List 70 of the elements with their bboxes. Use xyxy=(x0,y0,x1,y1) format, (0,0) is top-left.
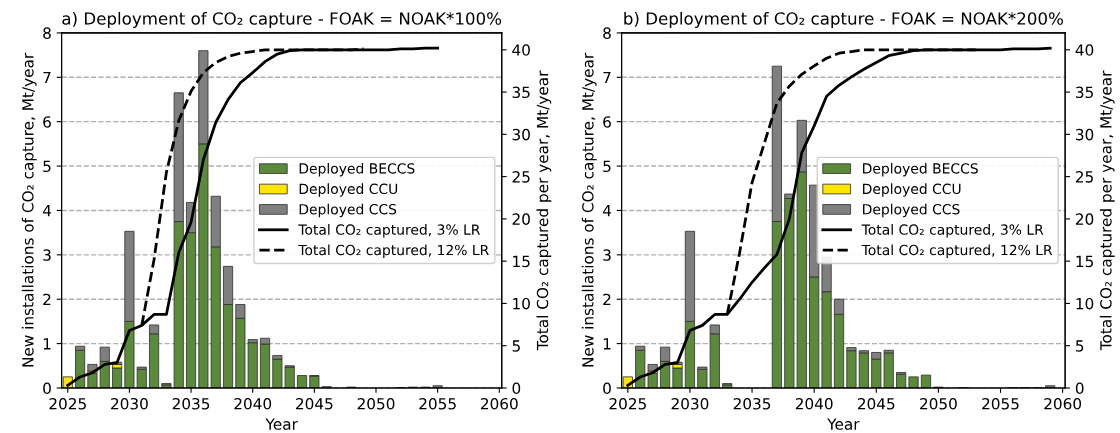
x-axis-title: Year xyxy=(827,418,860,430)
y-tick-label: 4 xyxy=(602,205,612,217)
x-tick-label: 2045 xyxy=(857,397,895,410)
y2-tick-label: 35 xyxy=(512,86,530,99)
y-tick-label: 0 xyxy=(43,382,51,394)
legend-label: Deployed CCU xyxy=(299,183,398,197)
x-tick-label: 2045 xyxy=(296,397,333,410)
y-tick-label: 5 xyxy=(43,160,51,173)
x-tick-label: 2035 xyxy=(172,397,210,410)
y2-tick-label: 25 xyxy=(512,171,530,183)
y2-tick-label: 40 xyxy=(1075,44,1094,56)
y-tick-label: 2 xyxy=(43,293,51,306)
x-tick-label: 2040 xyxy=(234,397,272,410)
x-tick-label: 2030 xyxy=(671,397,709,410)
chart-title: b) Deployment of CO₂ capture - FOAK = NOAK*200% xyxy=(624,11,1063,29)
y-tick-label: 8 xyxy=(603,27,611,39)
y2-tick-label: 20 xyxy=(1075,213,1094,225)
legend-label: Total CO₂ captured, 12% LR xyxy=(298,244,489,258)
legend-label: Total CO₂ captured, 12% LR xyxy=(861,244,1053,258)
x-tick-label: 2050 xyxy=(357,397,395,410)
y2-tick-label: 5 xyxy=(512,340,520,352)
x-tick-label: 2060 xyxy=(480,397,518,410)
y-tick-label: 5 xyxy=(603,160,611,173)
y-tick-label: 0 xyxy=(603,382,611,394)
y2-tick-label: 20 xyxy=(512,213,530,225)
legend-label: Total CO₂ captured, 3% LR xyxy=(298,224,481,238)
x-tick-label: 2025 xyxy=(49,397,86,410)
y2-tick-label: 35 xyxy=(1076,86,1093,99)
chart-title: a) Deployment of CO₂ capture - FOAK = NOAK*100% xyxy=(62,11,502,29)
y2-tick-label: 0 xyxy=(1075,382,1084,394)
y-tick-label: 1 xyxy=(603,338,611,350)
y-tick-label: 1 xyxy=(43,338,51,350)
y2-tick-label: 0 xyxy=(512,382,521,394)
y-tick-label: 4 xyxy=(42,205,52,217)
x-tick-label: 2040 xyxy=(795,397,833,410)
legend-label: Deployed CCS xyxy=(863,203,960,218)
y2-tick-label: 15 xyxy=(513,255,530,268)
y-tick-label: 6 xyxy=(43,116,51,128)
y2-tick-label: 25 xyxy=(1075,171,1093,183)
y-axis-title: New installations of CO₂ capture, Mt/year xyxy=(21,52,37,367)
y-tick-label: 8 xyxy=(43,27,51,39)
x-tick-label: 2055 xyxy=(982,397,1019,410)
legend-label: Deployed BECCS xyxy=(863,162,978,177)
y-tick-label: 6 xyxy=(603,116,611,128)
y-tick-label: 2 xyxy=(603,293,611,306)
y2-tick-label: 30 xyxy=(512,128,530,141)
legend-label: Deployed BECCS xyxy=(299,162,415,177)
legend-label: Total CO₂ captured, 3% LR xyxy=(861,224,1044,238)
x-tick-label: 2030 xyxy=(111,397,148,410)
x-tick-label: 2050 xyxy=(920,397,957,410)
y2-tick-label: 5 xyxy=(1076,340,1084,352)
y2-axis-title: Total CO₂ captured per year, Mt/year xyxy=(1099,70,1115,351)
x-tick-label: 2055 xyxy=(419,397,456,410)
y-tick-label: 3 xyxy=(603,249,611,261)
y2-tick-label: 15 xyxy=(1076,255,1093,268)
y2-tick-label: 10 xyxy=(1076,297,1094,310)
x-tick-label: 2060 xyxy=(1044,397,1082,410)
x-tick-label: 2025 xyxy=(609,397,646,410)
y2-axis-title: Total CO₂ captured per year, Mt/year xyxy=(536,70,552,351)
y-axis-title: New installations of CO₂ capture, Mt/year xyxy=(581,52,597,367)
y2-tick-label: 40 xyxy=(512,44,530,56)
y2-tick-label: 10 xyxy=(513,297,530,310)
legend-label: Deployed CCS xyxy=(299,203,397,218)
x-tick-label: 2035 xyxy=(733,397,771,410)
x-axis-title: Year xyxy=(265,418,298,430)
y-tick-label: 7 xyxy=(603,71,611,84)
y-tick-label: 3 xyxy=(43,249,51,261)
legend-label: Deployed CCU xyxy=(863,183,961,197)
y2-tick-label: 30 xyxy=(1076,128,1094,141)
y-tick-label: 7 xyxy=(43,71,51,84)
